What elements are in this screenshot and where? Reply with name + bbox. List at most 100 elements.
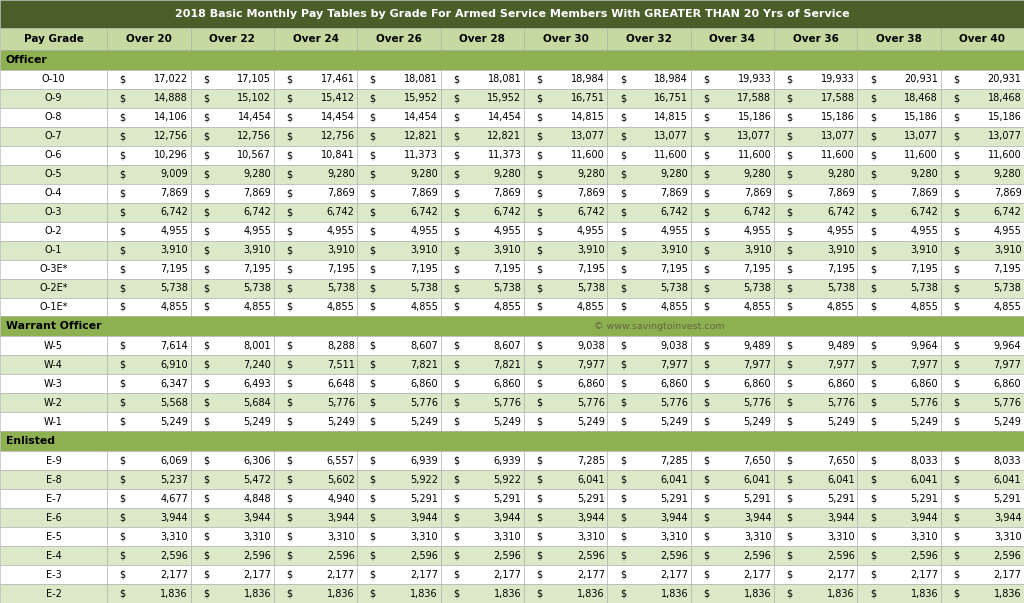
Text: 3,910: 3,910: [578, 245, 605, 255]
Text: 3,944: 3,944: [660, 513, 688, 523]
Text: 2,596: 2,596: [494, 551, 521, 561]
Bar: [524, 412, 607, 431]
Bar: [273, 546, 357, 565]
Text: 4,848: 4,848: [244, 494, 271, 504]
Text: $: $: [953, 188, 959, 198]
Text: $: $: [703, 532, 710, 541]
Bar: [941, 70, 1024, 89]
Bar: [607, 184, 690, 203]
Text: $: $: [786, 283, 793, 293]
Bar: [690, 28, 774, 50]
Text: $: $: [370, 188, 376, 198]
Bar: [0, 89, 108, 108]
Bar: [857, 108, 941, 127]
Text: 7,650: 7,650: [743, 456, 771, 466]
Bar: [524, 108, 607, 127]
Bar: [357, 374, 440, 393]
Text: 3,910: 3,910: [910, 245, 938, 255]
Bar: [774, 355, 857, 374]
Text: $: $: [703, 551, 710, 561]
Bar: [857, 297, 941, 317]
Text: $: $: [786, 226, 793, 236]
Bar: [941, 470, 1024, 489]
Text: $: $: [287, 226, 293, 236]
Text: 6,860: 6,860: [743, 379, 771, 389]
Text: $: $: [203, 169, 209, 179]
Text: 4,955: 4,955: [827, 226, 855, 236]
Text: $: $: [620, 93, 626, 103]
Bar: [190, 222, 273, 241]
Text: $: $: [370, 93, 376, 103]
Text: O-2: O-2: [45, 226, 62, 236]
Bar: [108, 374, 190, 393]
Bar: [857, 508, 941, 527]
Text: E-8: E-8: [46, 475, 61, 485]
Bar: [774, 28, 857, 50]
Bar: [774, 146, 857, 165]
Text: 5,738: 5,738: [244, 283, 271, 293]
Text: 8,607: 8,607: [411, 341, 438, 351]
Text: $: $: [537, 264, 543, 274]
Text: $: $: [287, 589, 293, 599]
Bar: [273, 70, 357, 89]
Text: $: $: [203, 398, 209, 408]
Text: $: $: [287, 302, 293, 312]
Text: 3,310: 3,310: [994, 532, 1022, 541]
Text: $: $: [203, 188, 209, 198]
Bar: [690, 527, 774, 546]
Text: 4,855: 4,855: [910, 302, 938, 312]
Text: $: $: [703, 74, 710, 84]
Text: 5,776: 5,776: [494, 398, 521, 408]
Text: $: $: [620, 112, 626, 122]
Text: $: $: [120, 226, 126, 236]
Bar: [690, 412, 774, 431]
Text: 5,249: 5,249: [160, 417, 188, 427]
Text: $: $: [370, 112, 376, 122]
Text: $: $: [453, 226, 459, 236]
Bar: [607, 355, 690, 374]
Text: 4,955: 4,955: [160, 226, 188, 236]
Bar: [440, 70, 524, 89]
Text: $: $: [537, 341, 543, 351]
Text: 2018 Basic Monthly Pay Tables by Grade For Armed Service Members With GREATER TH: 2018 Basic Monthly Pay Tables by Grade F…: [175, 9, 849, 19]
Text: O-1: O-1: [45, 245, 62, 255]
Text: 4,955: 4,955: [577, 226, 605, 236]
Text: 13,077: 13,077: [987, 131, 1022, 141]
Text: 6,860: 6,860: [660, 379, 688, 389]
Bar: [524, 127, 607, 146]
Bar: [108, 297, 190, 317]
Text: $: $: [869, 264, 876, 274]
Bar: [690, 184, 774, 203]
Text: $: $: [203, 494, 209, 504]
Text: 6,041: 6,041: [660, 475, 688, 485]
Text: 3,944: 3,944: [910, 513, 938, 523]
Text: 11,373: 11,373: [487, 150, 521, 160]
Text: E-7: E-7: [46, 494, 61, 504]
Bar: [941, 451, 1024, 470]
Text: 7,869: 7,869: [161, 188, 188, 198]
Bar: [774, 374, 857, 393]
Bar: [357, 297, 440, 317]
Bar: [690, 336, 774, 355]
Text: Over 30: Over 30: [543, 34, 589, 44]
Text: $: $: [786, 513, 793, 523]
Text: $: $: [869, 551, 876, 561]
Text: W-4: W-4: [44, 360, 63, 370]
Text: $: $: [620, 74, 626, 84]
Text: 6,069: 6,069: [161, 456, 188, 466]
Text: $: $: [453, 93, 459, 103]
Text: 6,306: 6,306: [244, 456, 271, 466]
Text: 2,177: 2,177: [494, 570, 521, 579]
Text: $: $: [370, 264, 376, 274]
Bar: [774, 470, 857, 489]
Text: $: $: [453, 169, 459, 179]
Bar: [857, 412, 941, 431]
Text: 3,910: 3,910: [411, 245, 438, 255]
Text: 9,280: 9,280: [577, 169, 605, 179]
Bar: [108, 508, 190, 527]
Text: $: $: [786, 360, 793, 370]
Bar: [273, 146, 357, 165]
Bar: [0, 336, 108, 355]
Text: $: $: [537, 551, 543, 561]
Bar: [357, 508, 440, 527]
